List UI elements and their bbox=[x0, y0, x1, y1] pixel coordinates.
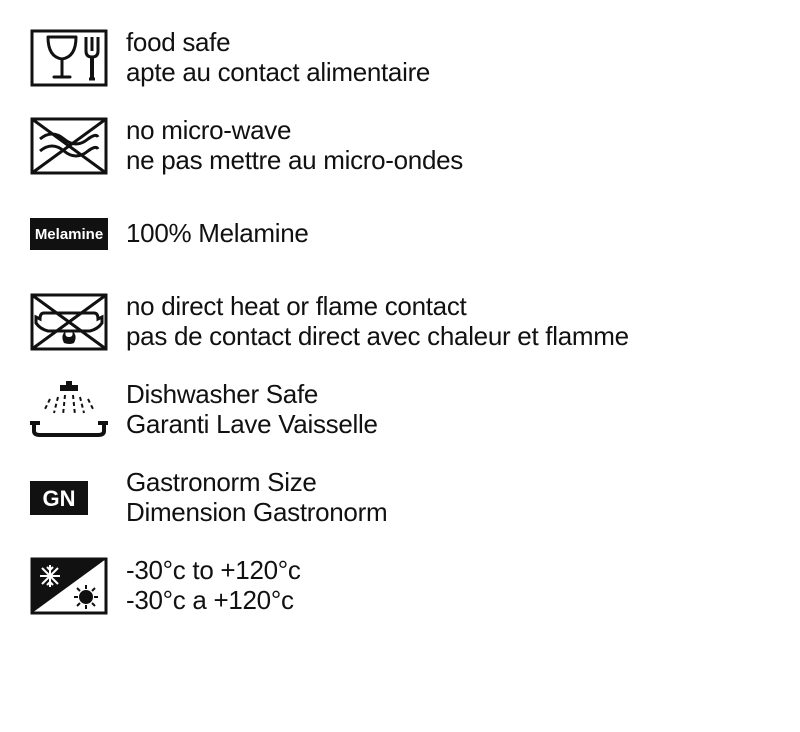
text-gastronorm: Gastronorm Size Dimension Gastronorm bbox=[108, 468, 387, 528]
label-fr: ne pas mettre au micro-ondes bbox=[126, 146, 463, 176]
text-dishwasher: Dishwasher Safe Garanti Lave Vaisselle bbox=[108, 380, 378, 440]
row-no-flame: no direct heat or flame contact pas de c… bbox=[30, 292, 770, 352]
label-fr: -30°c a +120°c bbox=[126, 586, 301, 616]
text-melamine: 100% Melamine bbox=[108, 219, 309, 249]
row-gastronorm: GN Gastronorm Size Dimension Gastronorm bbox=[30, 468, 770, 528]
label-fr: apte au contact alimentaire bbox=[126, 58, 430, 88]
dishwasher-icon bbox=[30, 380, 108, 440]
row-dishwasher: Dishwasher Safe Garanti Lave Vaisselle bbox=[30, 380, 770, 440]
melamine-badge-icon: Melamine bbox=[30, 204, 108, 264]
label-en: no micro-wave bbox=[126, 116, 463, 146]
label-en: Dishwasher Safe bbox=[126, 380, 378, 410]
label-en: 100% Melamine bbox=[126, 219, 309, 249]
label-fr: Dimension Gastronorm bbox=[126, 498, 387, 528]
row-temperature: -30°c to +120°c -30°c a +120°c bbox=[30, 556, 770, 616]
temperature-icon bbox=[30, 556, 108, 616]
food-safe-icon bbox=[30, 28, 108, 88]
no-microwave-icon bbox=[30, 116, 108, 176]
label-en: -30°c to +120°c bbox=[126, 556, 301, 586]
text-temperature: -30°c to +120°c -30°c a +120°c bbox=[108, 556, 301, 616]
label-en: food safe bbox=[126, 28, 430, 58]
label-en: Gastronorm Size bbox=[126, 468, 387, 498]
text-food-safe: food safe apte au contact alimentaire bbox=[108, 28, 430, 88]
text-no-flame: no direct heat or flame contact pas de c… bbox=[108, 292, 629, 352]
gn-badge-text: GN bbox=[43, 486, 76, 511]
row-no-microwave: no micro-wave ne pas mettre au micro-ond… bbox=[30, 116, 770, 176]
label-en: no direct heat or flame contact bbox=[126, 292, 629, 322]
label-fr: pas de contact direct avec chaleur et fl… bbox=[126, 322, 629, 352]
row-melamine: Melamine 100% Melamine bbox=[30, 204, 770, 264]
label-fr: Garanti Lave Vaisselle bbox=[126, 410, 378, 440]
text-no-microwave: no micro-wave ne pas mettre au micro-ond… bbox=[108, 116, 463, 176]
no-flame-icon bbox=[30, 292, 108, 352]
row-food-safe: food safe apte au contact alimentaire bbox=[30, 28, 770, 88]
melamine-badge-text: Melamine bbox=[35, 226, 103, 243]
gn-badge-icon: GN bbox=[30, 468, 108, 528]
